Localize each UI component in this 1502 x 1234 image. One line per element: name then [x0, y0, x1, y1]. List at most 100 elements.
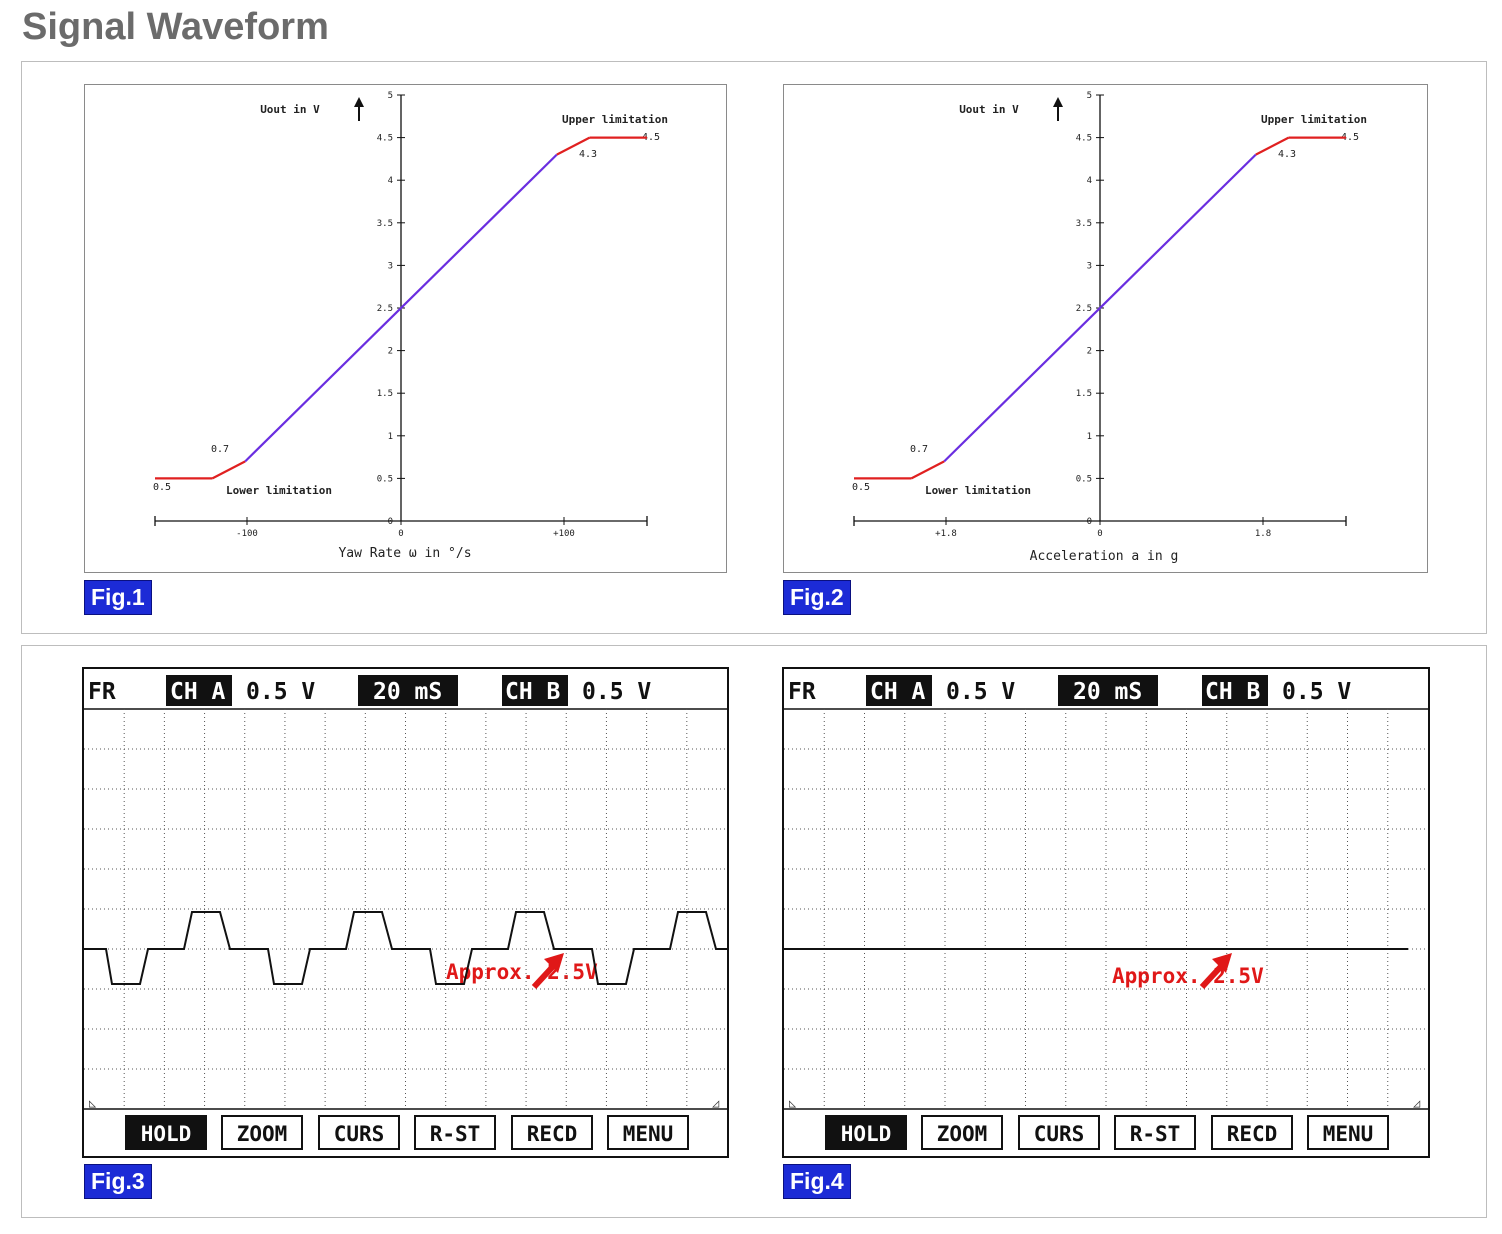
- signal-trace: [84, 911, 727, 985]
- button-frame: [607, 1115, 689, 1150]
- y-tick-label: 2: [388, 347, 393, 357]
- arrow-icon: [1199, 953, 1232, 990]
- button-label: MENU: [623, 1122, 674, 1146]
- button-label: ZOOM: [237, 1122, 288, 1146]
- ch-b-label: CH B: [505, 679, 561, 705]
- up-arrow-icon: [1053, 97, 1063, 121]
- scope-button-curs[interactable]: CURS: [1018, 1115, 1100, 1150]
- fr-label: FR: [88, 679, 116, 705]
- fig4-scope: FR CH A 0.5 V 20 mS CH B 0.5 V Approx. 2…: [782, 667, 1430, 1158]
- button-frame: [921, 1115, 1003, 1150]
- lower-ramp-segment: [910, 460, 945, 480]
- fig2-panel: Uout in V Upper limitation Lower limitat…: [783, 84, 1428, 573]
- y-tick-label: 1: [388, 432, 393, 442]
- button-frame: [825, 1115, 907, 1150]
- button-frame: [1307, 1115, 1389, 1150]
- button-frame: [1211, 1115, 1293, 1150]
- button-frame: [511, 1115, 593, 1150]
- y-tick-label: 3: [1087, 261, 1092, 271]
- arrow-icon: [531, 953, 564, 990]
- scope-button-hold[interactable]: HOLD: [125, 1115, 207, 1150]
- button-frame: [125, 1115, 207, 1150]
- button-label: HOLD: [841, 1122, 892, 1146]
- scope-grid: [784, 709, 1428, 1109]
- y-tick-label: 5: [1087, 91, 1092, 101]
- button-label: RECD: [527, 1122, 578, 1146]
- scope-button-r-st[interactable]: R-ST: [1114, 1115, 1196, 1150]
- y-tick-label: 2.5: [377, 304, 393, 314]
- upper-ramp-segment: [1255, 136, 1290, 156]
- x-axis-label: Acceleration a in g: [1030, 549, 1179, 564]
- x-axis: -100 0 +100: [154, 516, 648, 539]
- y-tick-label: 4: [1087, 176, 1092, 186]
- y-axis-label: Uout in V: [260, 103, 320, 116]
- button-label: RECD: [1227, 1122, 1278, 1146]
- scope-button-zoom[interactable]: ZOOM: [921, 1115, 1003, 1150]
- ch-a-label: CH A: [870, 679, 926, 705]
- upper-limitation-label: Upper limitation: [562, 113, 668, 126]
- y-tick-label: 3: [388, 261, 393, 271]
- lower-ramp-segment: [211, 460, 246, 480]
- button-frame: [1018, 1115, 1100, 1150]
- scope-button-hold[interactable]: HOLD: [825, 1115, 907, 1150]
- up-arrow-icon: [354, 97, 364, 121]
- y-tick-label: 5: [388, 91, 393, 101]
- ch-a-value: 0.5 V: [246, 679, 315, 705]
- scope-button-menu[interactable]: MENU: [1307, 1115, 1389, 1150]
- scope-grid: [84, 709, 727, 1109]
- scope-button-r-st[interactable]: R-ST: [414, 1115, 496, 1150]
- fig3-scope: FR CH A 0.5 V 20 mS CH B 0.5 V Approx. 2…: [82, 667, 729, 1158]
- annot-4-5: 4.5: [642, 132, 660, 143]
- corner-marker: ◺: [789, 1096, 797, 1110]
- fig1-chart: Uout in V Upper limitation Lower limitat…: [153, 91, 668, 561]
- button-frame: [221, 1115, 303, 1150]
- scope-button-curs[interactable]: CURS: [318, 1115, 400, 1150]
- annot-0-7: 0.7: [211, 444, 229, 455]
- y-tick-label: 4: [388, 176, 393, 186]
- annot-0-5: 0.5: [852, 482, 870, 493]
- y-tick-label: 4.5: [377, 134, 393, 144]
- y-tick-label: 2: [1087, 347, 1092, 357]
- scope-button-menu[interactable]: MENU: [607, 1115, 689, 1150]
- upper-ramp-segment: [556, 136, 591, 156]
- oscilloscope-row: FR CH A 0.5 V 20 mS CH B 0.5 V Approx. 2…: [21, 645, 1487, 1218]
- button-frame: [414, 1115, 496, 1150]
- scope-button-recd[interactable]: RECD: [511, 1115, 593, 1150]
- y-tick-label: 0: [388, 517, 393, 527]
- x-tick-label: 0: [1097, 529, 1102, 539]
- y-tick-label: 1: [1087, 432, 1092, 442]
- scope-button-recd[interactable]: RECD: [1211, 1115, 1293, 1150]
- y-tick-label: 1.5: [377, 389, 393, 399]
- annot-4-3: 4.3: [579, 149, 597, 160]
- upper-limitation-label: Upper limitation: [1261, 113, 1367, 126]
- button-label: CURS: [1034, 1122, 1085, 1146]
- ch-a-label: CH A: [170, 679, 226, 705]
- fig3-badge: Fig.3: [84, 1164, 152, 1199]
- fig4-badge: Fig.4: [783, 1164, 851, 1199]
- ch-b-label: CH B: [1205, 679, 1261, 705]
- arrow-head: [1212, 953, 1232, 973]
- y-tick-label: 0.5: [1076, 474, 1092, 484]
- characteristic-row: Uout in V Upper limitation Lower limitat…: [21, 61, 1487, 634]
- y-tick-label: 4.5: [1076, 134, 1092, 144]
- x-tick-label: +100: [553, 529, 575, 539]
- fig2-badge: Fig.2: [783, 580, 851, 615]
- x-tick-label: -100: [236, 529, 258, 539]
- annot-0-7: 0.7: [910, 444, 928, 455]
- corner-marker: ◺: [89, 1096, 97, 1110]
- scope-button-zoom[interactable]: ZOOM: [221, 1115, 303, 1150]
- annot-4-5: 4.5: [1341, 132, 1359, 143]
- time-value: 20 mS: [373, 679, 442, 705]
- ch-b-value: 0.5 V: [582, 679, 651, 705]
- button-frame: [1114, 1115, 1196, 1150]
- button-label: MENU: [1323, 1122, 1374, 1146]
- x-axis-label: Yaw Rate ω in °/s: [338, 546, 471, 561]
- approx-annotation: Approx. 2.5V: [446, 960, 598, 984]
- fig1-panel: Uout in V Upper limitation Lower limitat…: [84, 84, 727, 573]
- arrow-head: [544, 953, 564, 973]
- corner-marker: ◿: [1412, 1096, 1420, 1110]
- y-tick-label: 1.5: [1076, 389, 1092, 399]
- time-value: 20 mS: [1073, 679, 1142, 705]
- y-tick-label: 3.5: [1076, 219, 1092, 229]
- button-label: CURS: [334, 1122, 385, 1146]
